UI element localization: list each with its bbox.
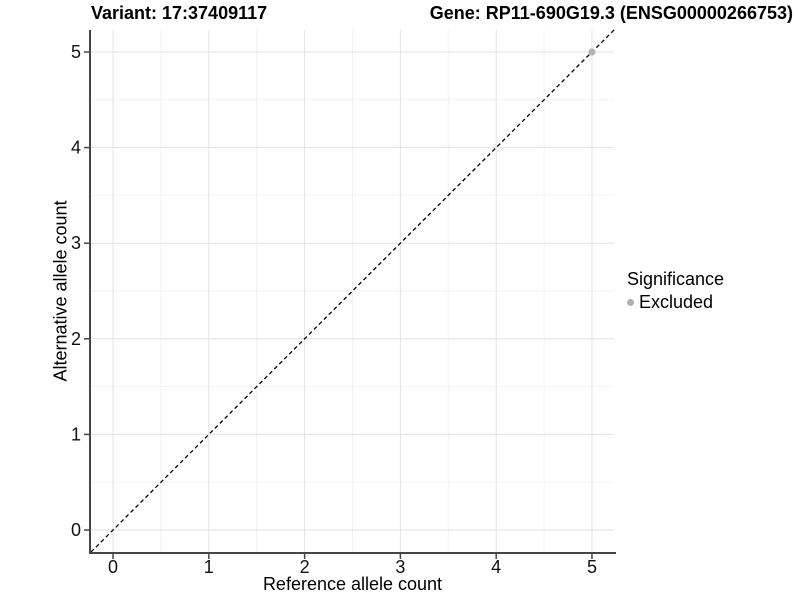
y-tick-label: 3 [71, 233, 81, 253]
x-tick-label: 0 [108, 557, 118, 577]
data-points-excluded [588, 48, 596, 56]
gene-title: Gene: RP11-690G19.3 (ENSG00000266753) [429, 3, 793, 23]
grid-minor [91, 30, 614, 552]
x-tick-label: 2 [300, 557, 310, 577]
x-tick-label: 3 [395, 557, 405, 577]
x-tick-label: 5 [587, 557, 597, 577]
y-tick-label: 0 [71, 520, 81, 540]
grid-major [91, 30, 614, 552]
y-axis-label: Alternative allele count [50, 200, 71, 382]
y-tick-labels: 0 1 2 3 4 5 [71, 42, 81, 540]
y-tick-label: 5 [71, 42, 81, 62]
legend: Significance Excluded [627, 268, 724, 312]
y-tick-label: 2 [71, 329, 81, 349]
x-tick-label: 4 [491, 557, 501, 577]
y-tick-label: 1 [71, 424, 81, 444]
data-point [588, 48, 596, 56]
axis-lines [89, 30, 616, 554]
x-tick-label: 1 [204, 557, 214, 577]
x-axis-label: Reference allele count [262, 574, 443, 594]
tick-marks [84, 51, 593, 559]
legend-title: Significance [627, 269, 725, 289]
variant-title: Variant: 17:37409117 [91, 3, 268, 23]
legend-item-label: Excluded [639, 292, 714, 312]
x-tick-labels: 0 1 2 3 4 5 [108, 557, 597, 577]
y-tick-label: 4 [71, 138, 81, 158]
excluded-point-swatch-icon [627, 298, 634, 306]
legend-item-excluded: Excluded [627, 292, 724, 312]
